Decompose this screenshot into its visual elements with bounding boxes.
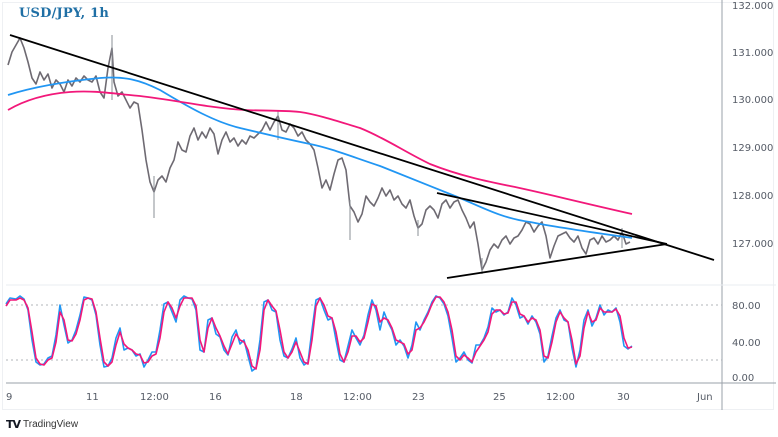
price-axis[interactable]: 132.000 131.000 130.000 129.000 128.000 … [732, 1, 773, 250]
stoch-label: 80.00 [732, 301, 761, 312]
ma-fast-line [7, 76, 633, 239]
price-label: 127.000 [732, 239, 773, 250]
price-candles [7, 35, 631, 274]
time-label: 9 [6, 392, 12, 403]
descending-trendline[interactable] [9, 34, 715, 261]
triangle-upper-line[interactable] [436, 192, 668, 245]
price-label: 131.000 [732, 48, 773, 59]
time-label: 12:00 [140, 392, 169, 403]
price-label: 130.000 [732, 95, 773, 106]
price-label: 132.000 [732, 1, 773, 12]
ma-slow-line [7, 90, 633, 215]
time-label: 12:00 [343, 392, 372, 403]
brand-name: TradingView [23, 419, 79, 430]
stoch-d-line [5, 296, 633, 370]
stoch-label: 0.00 [732, 373, 754, 384]
chart-frame [2, 2, 774, 410]
time-label: 30 [617, 392, 630, 403]
time-label: 11 [86, 392, 99, 403]
time-label: 23 [412, 392, 425, 403]
price-label: 129.000 [732, 143, 773, 154]
tradingview-branding[interactable]: TV TradingView [6, 418, 78, 431]
time-label: 18 [290, 392, 303, 403]
triangle-lower-line[interactable] [446, 243, 668, 279]
chart-title: USD/JPY, 1h [19, 6, 110, 21]
time-label: 12:00 [546, 392, 575, 403]
stoch-axis[interactable]: 80.00 40.00 0.00 [732, 301, 761, 384]
time-axis[interactable]: 9 11 12:00 16 18 12:00 23 25 12:00 30 Ju… [6, 392, 713, 403]
time-label: 25 [493, 392, 506, 403]
price-label: 128.000 [732, 191, 773, 202]
time-label: Jun [696, 392, 713, 403]
tradingview-logo-icon: TV [6, 418, 21, 431]
time-label: 16 [209, 392, 222, 403]
stoch-label: 40.00 [732, 338, 761, 349]
